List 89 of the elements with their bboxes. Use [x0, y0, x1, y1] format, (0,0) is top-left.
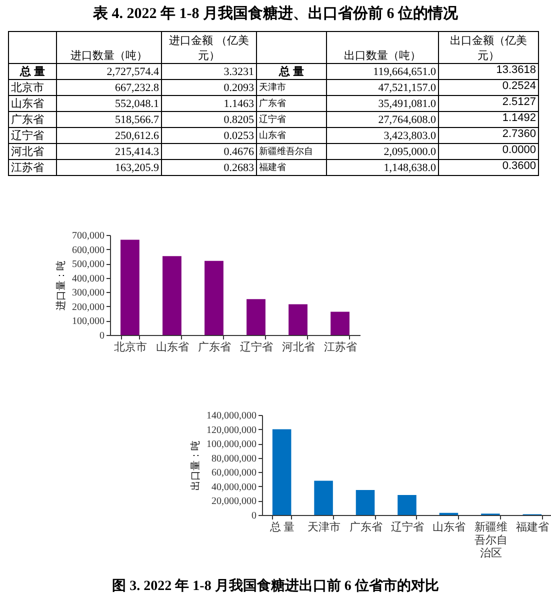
text: 2.5127	[438, 96, 538, 112]
text: 2,095,000.0	[326, 144, 438, 160]
x-tick-label: 山东省	[156, 340, 189, 354]
y-tick-label: 500,000	[72, 259, 104, 270]
x-tick-label: 广东省	[349, 520, 382, 534]
text: 250,612.6	[56, 128, 162, 144]
y-tick-label: 100,000,000	[206, 439, 256, 450]
caption: 图 3. 2022 年 1-8 月我国食糖进出口前 6 位省市的对比	[111, 577, 440, 595]
text: 215,414.3	[56, 144, 162, 160]
text: 47,521,157.0	[326, 80, 438, 96]
y-tick-label: 40,000,000	[212, 482, 256, 493]
text: 518,566.7	[56, 112, 162, 128]
text: 广东省	[8, 112, 56, 128]
text: 3.3231	[162, 64, 256, 80]
text: 667,232.8	[56, 80, 162, 96]
bar	[288, 304, 308, 335]
text: 0.2093	[162, 80, 256, 96]
y-tick-label: 700,000	[72, 230, 104, 242]
text: 辽宁省	[8, 128, 56, 144]
text: 辽宁省	[256, 112, 326, 128]
text: 0.8205	[162, 112, 256, 128]
y-tick-label: 300,000	[72, 288, 104, 299]
y-tick-label: 600,000	[72, 244, 104, 256]
text: 河北省	[8, 144, 56, 160]
x-tick-label: 北京市	[114, 340, 147, 354]
y-axis-title: 出口量：吨	[190, 440, 202, 490]
bar	[356, 490, 375, 515]
x-tick-label: 江苏省	[324, 340, 358, 354]
text: 0.2683	[162, 160, 256, 176]
y-tick-label: 400,000	[72, 273, 104, 284]
x-tick-label: 河北省	[282, 340, 316, 354]
text: 天津市	[256, 80, 326, 96]
bar	[204, 260, 224, 335]
x-tick-label: 辽宁省	[391, 520, 424, 534]
text: 福建省	[256, 160, 326, 176]
y-tick-label: 60,000,000	[212, 468, 256, 479]
y-tick-label: 20,000,000	[212, 496, 256, 508]
bar	[398, 495, 416, 515]
text: 表 4. 2022 年 1-8 月我国食糖进、出口省份前 6 位的情况	[92, 4, 459, 23]
text: 北京市	[8, 80, 56, 96]
text: 2,727,574.4	[56, 64, 162, 80]
text: 0.0253	[162, 128, 256, 144]
text: 进口金额 （亿美元）	[162, 32, 256, 64]
text: 出口数量（吨）	[326, 32, 438, 64]
x-tick-label: 广东省	[198, 340, 231, 354]
text: 163,205.9	[56, 160, 162, 176]
y-tick-label: 120,000,000	[206, 424, 256, 436]
text: 山东省	[8, 96, 56, 112]
text: 27,764,608.0	[326, 112, 438, 128]
text: 0.4676	[162, 144, 256, 160]
bar	[314, 480, 333, 515]
bar	[330, 312, 350, 335]
text: 2.7360	[438, 128, 538, 144]
text: 1,148,638.0	[326, 160, 438, 176]
y-tick-label: 80,000,000	[212, 453, 256, 464]
text: 3,423,803.0	[326, 128, 438, 144]
x-tick-label: 福建省	[516, 520, 550, 534]
text: 山东省	[256, 128, 326, 144]
text: 0.2524	[438, 80, 538, 96]
bar	[246, 299, 266, 335]
text: 广东省	[256, 96, 326, 112]
y-tick-label: 140,000,000	[206, 410, 256, 422]
text: 总 量	[256, 64, 326, 80]
bar	[162, 256, 182, 335]
text: 新疆维吾尔自	[256, 144, 326, 160]
text: 35,491,081.0	[326, 96, 438, 112]
text: 1.1463	[162, 96, 256, 112]
x-tick-label: 辽宁省	[240, 340, 274, 354]
text: 1.1492	[438, 112, 538, 128]
y-tick-label: 100,000	[72, 316, 104, 328]
text: 0.0000	[438, 144, 538, 160]
x-tick-label: 山东省	[432, 520, 466, 534]
text: 进口数量（吨）	[56, 32, 162, 64]
text: 13.3618	[438, 64, 538, 80]
x-tick-label: 总 量	[268, 520, 295, 534]
text: 总 量	[8, 64, 56, 80]
bar	[120, 240, 140, 335]
text: 0.3600	[438, 160, 538, 176]
bar	[272, 429, 292, 515]
y-axis-title: 进口量：吨	[55, 260, 67, 310]
text: 出口金额（亿美元）	[438, 32, 538, 64]
text: 119,664,651.0	[326, 64, 438, 80]
x-tick-label: 天津市	[308, 520, 341, 534]
text: 552,048.1	[56, 96, 162, 112]
y-tick-label: 0	[252, 510, 256, 522]
text: 江苏省	[8, 160, 56, 176]
y-tick-label: 200,000	[72, 302, 104, 313]
x-tick-label: 新疆维吾尔自治区	[474, 520, 508, 560]
y-tick-label: 0	[100, 330, 104, 342]
